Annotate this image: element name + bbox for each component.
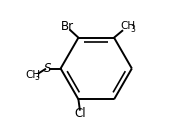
Text: S: S [44, 62, 51, 75]
Text: Cl: Cl [74, 107, 86, 120]
Text: 3: 3 [130, 25, 135, 34]
Text: CH: CH [25, 70, 40, 80]
Text: CH: CH [120, 21, 135, 31]
Text: Br: Br [61, 20, 74, 33]
Text: 3: 3 [35, 73, 40, 82]
